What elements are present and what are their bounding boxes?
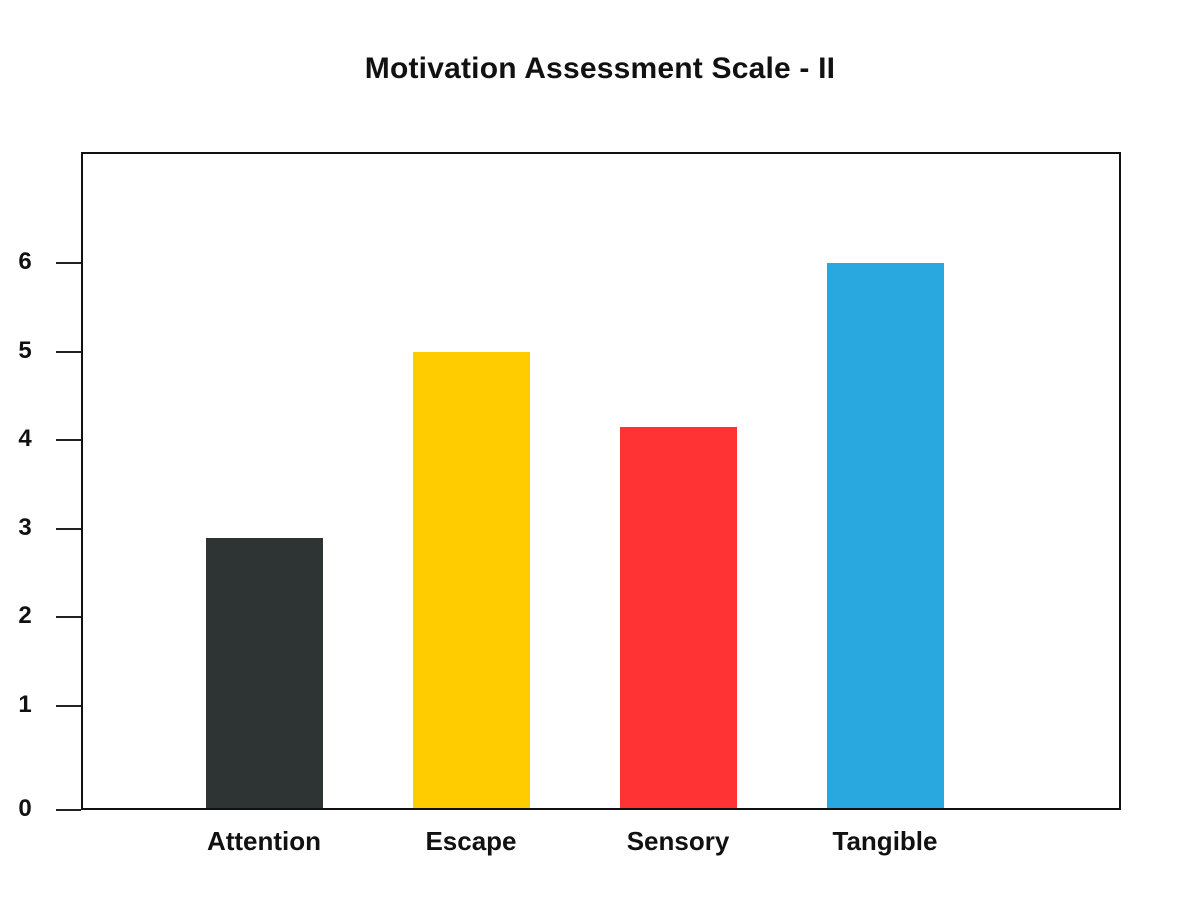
y-tick	[56, 350, 81, 353]
y-tick	[56, 616, 81, 619]
y-tick	[56, 809, 81, 811]
bar-escape	[413, 351, 530, 808]
y-tick	[56, 262, 81, 264]
y-tick-label: 5	[18, 336, 32, 364]
x-label-escape: Escape	[425, 826, 517, 856]
y-tick-label: 6	[18, 248, 32, 275]
x-label-tangible: Tangible	[832, 826, 938, 856]
y-tick-label: 0	[18, 795, 32, 822]
y-tick-label: 2	[18, 602, 32, 630]
y-tick-label: 1	[18, 691, 32, 718]
x-label-attention: Attention	[206, 826, 322, 856]
y-tick	[56, 527, 81, 530]
y-tick-label: 4	[18, 425, 32, 453]
bar-tangible	[827, 263, 944, 808]
plot-area	[81, 152, 1121, 810]
y-tick-label: 3	[18, 513, 32, 541]
chart-title: Motivation Assessment Scale - II	[364, 52, 836, 85]
bar-sensory	[620, 426, 737, 808]
x-label-sensory: Sensory	[626, 826, 730, 856]
y-tick	[56, 439, 81, 442]
y-tick	[56, 705, 81, 707]
bar-attention	[206, 537, 323, 808]
